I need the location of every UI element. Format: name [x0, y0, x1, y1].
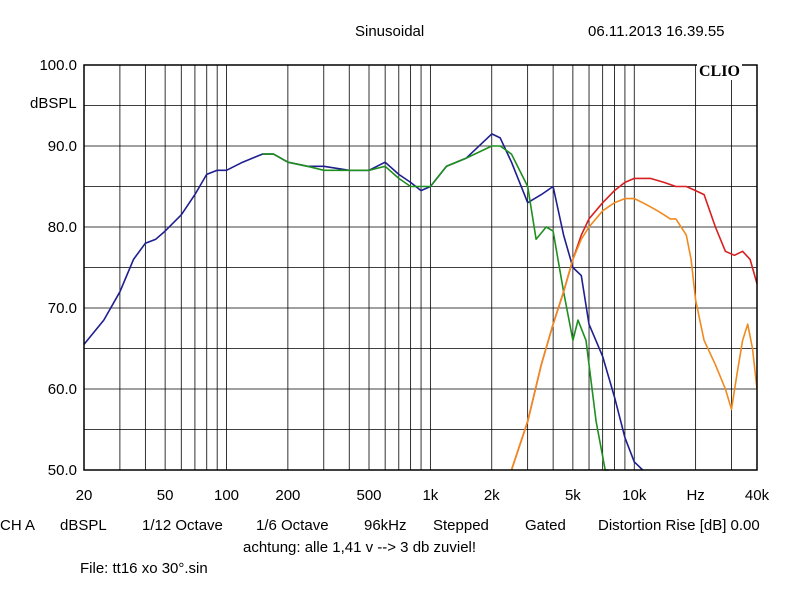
series-line-2 — [262, 145, 609, 471]
x-tick-labels: 20 50 100 200 500 1k 2k 5k 10k Hz 40k — [76, 487, 770, 504]
smoothing-label-2: 1/6 Octave — [256, 517, 329, 534]
y-tick-label: 50.0 — [48, 462, 77, 479]
grid — [84, 65, 757, 470]
window-label: Gated — [525, 517, 566, 534]
mode-label: Stepped — [433, 517, 489, 534]
smoothing-label-1: 1/12 Octave — [142, 517, 223, 534]
x-tick-label: 40k — [745, 487, 770, 504]
file-label: File: tt16 xo 30°.sin — [80, 560, 208, 577]
x-tick-label: Hz — [686, 487, 704, 504]
series-group — [83, 133, 758, 471]
x-tick-label: 5k — [565, 487, 581, 504]
timestamp: 06.11.2013 16.39.55 — [588, 23, 725, 40]
sample-rate-label: 96kHz — [364, 517, 407, 534]
x-tick-label: 2k — [484, 487, 500, 504]
chart-title: Sinusoidal — [355, 23, 425, 40]
x-tick-label: 20 — [76, 487, 93, 504]
plot-frame — [83, 64, 758, 471]
channel-label: CH A — [0, 517, 36, 534]
y-tick-label: 60.0 — [48, 381, 77, 398]
y-tick-label: 90.0 — [48, 138, 77, 155]
unit-label: dBSPL — [60, 517, 107, 534]
y-tick-label: 70.0 — [48, 300, 77, 317]
clio-logo: CLIO — [697, 63, 742, 80]
distortion-label: Distortion Rise [dB] 0.00 — [598, 517, 760, 534]
x-tick-label: 10k — [622, 487, 647, 504]
y-tick-label: 100.0 — [39, 57, 77, 74]
x-tick-label: 200 — [275, 487, 300, 504]
x-tick-label: 100 — [214, 487, 239, 504]
x-tick-label: 50 — [157, 487, 174, 504]
y-tick-labels: 100.0 90.0 80.0 70.0 60.0 50.0 — [39, 57, 77, 479]
series-line-1 — [83, 133, 644, 471]
y-axis-label: dBSPL — [30, 95, 77, 112]
series-line-4 — [510, 197, 758, 471]
y-tick-label: 80.0 — [48, 219, 77, 236]
x-tick-label: 500 — [356, 487, 381, 504]
x-tick-label: 1k — [422, 487, 438, 504]
note-text: achtung: alle 1,41 v --> 3 db zuviel! — [243, 539, 477, 556]
